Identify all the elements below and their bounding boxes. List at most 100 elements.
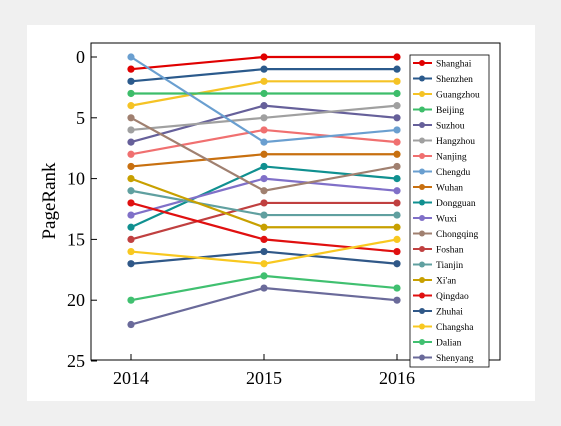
data-point [127, 150, 135, 158]
series-nanjing [127, 126, 401, 158]
legend-swatch-marker [419, 91, 425, 97]
legend-item: Hangzhou [413, 137, 475, 147]
series-chongqing [127, 114, 401, 195]
series-beijing [127, 89, 401, 98]
legend-swatch-marker [419, 339, 425, 345]
legend-item: Changsha [413, 323, 474, 333]
data-point [260, 247, 268, 256]
figure: PageRank 0 5 10 15 20 25 2014 2015 2016 Shangha… [27, 25, 535, 401]
x-tick-label: 2014 [113, 368, 149, 388]
x-tick-label: 2016 [379, 368, 415, 388]
pagerank-line-chart: PageRank 0 5 10 15 20 25 2014 2015 2016 Shangha… [39, 42, 501, 388]
series-wuhan [127, 150, 401, 171]
legend-label: Hangzhou [436, 137, 475, 147]
legend-swatch-marker [419, 199, 425, 206]
legend-label: Guangzhou [436, 91, 480, 101]
series-shanghai [127, 53, 401, 73]
legend-label: Beijing [436, 106, 464, 116]
data-point [393, 260, 401, 268]
data-point [260, 150, 268, 158]
legend-swatch-marker [419, 246, 425, 252]
series-changsha [127, 235, 401, 268]
legend-label: Wuhan [436, 184, 463, 194]
data-point [260, 53, 268, 61]
data-point [393, 65, 401, 73]
y-tick-label: 20 [67, 290, 85, 310]
data-point [393, 138, 401, 146]
legend-item: Shanghai [413, 60, 472, 70]
data-point [393, 284, 401, 292]
y-axis: 0 5 10 15 20 25 [67, 47, 97, 371]
series-zhuhai [127, 247, 401, 268]
series-foshan [127, 199, 401, 243]
data-point [260, 114, 268, 122]
legend-label: Chongqing [436, 230, 478, 240]
legend-label: Foshan [436, 246, 464, 256]
data-point [260, 235, 268, 243]
data-point [260, 102, 268, 110]
legend-swatch-marker [419, 215, 425, 221]
data-point [260, 260, 268, 268]
data-point [393, 126, 401, 134]
y-tick-label: 15 [67, 229, 85, 249]
legend-label: Chengdu [436, 168, 471, 178]
legend-swatch-marker [419, 261, 425, 268]
legend-swatch-marker [419, 277, 425, 283]
legend-label: Nanjing [436, 153, 467, 163]
data-point [127, 114, 135, 122]
data-point [393, 247, 401, 256]
data-point [127, 102, 135, 110]
y-tick-label: 10 [67, 169, 85, 189]
legend-item: Chengdu [413, 168, 471, 178]
legend-label: Dalian [436, 339, 462, 349]
series-chengdu [127, 53, 401, 146]
legend-label: Zhuhai [436, 308, 463, 318]
legend-item: Wuxi [413, 215, 457, 225]
data-point [260, 162, 268, 171]
data-point [260, 89, 268, 98]
data-point [127, 53, 135, 61]
series-shenyang [127, 284, 401, 329]
data-point [260, 187, 268, 195]
series-dalian [127, 272, 401, 304]
data-point [127, 89, 135, 98]
legend-item: Shenzhen [413, 75, 473, 85]
legend-item: Nanjing [413, 153, 467, 163]
x-axis: 2014 2015 2016 [113, 354, 415, 388]
data-point [127, 126, 135, 134]
series-shenzhen [127, 65, 401, 85]
legend-label: Suzhou [436, 122, 465, 132]
legend-item: Dongguan [413, 199, 476, 209]
legend-item: Wuhan [413, 184, 463, 194]
y-axis-label: PageRank [39, 162, 60, 240]
data-point [127, 260, 135, 268]
data-point [260, 138, 268, 146]
plot-area-frame [90, 42, 501, 361]
legend-swatch-marker [419, 153, 425, 159]
legend-swatch-marker [419, 323, 425, 330]
data-point [127, 235, 135, 243]
data-point [393, 187, 401, 195]
series-suzhou [127, 102, 401, 146]
data-point [127, 187, 135, 195]
series-line [130, 104, 398, 144]
legend-label: Changsha [436, 323, 474, 333]
data-point [393, 199, 401, 207]
legend: Shanghai Shenzhen Guangzhou Beijing Suzhou Ha… [409, 54, 490, 368]
data-point [393, 114, 401, 122]
y-tick-label: 0 [76, 47, 85, 67]
legend-item: Suzhou [413, 122, 465, 132]
series-tianjin [127, 187, 401, 219]
legend-label: Wuxi [436, 215, 457, 225]
data-point [393, 89, 401, 98]
legend-swatch-marker [419, 308, 425, 314]
data-point [393, 235, 401, 243]
data-point [260, 126, 268, 134]
legend-label: Xi'an [436, 277, 456, 287]
legend-label: Qingdao [436, 292, 469, 302]
legend-item: Dalian [413, 339, 462, 349]
legend-label: Shenyang [436, 354, 474, 364]
data-point [260, 65, 268, 73]
data-point [260, 175, 268, 183]
data-point [260, 199, 268, 207]
